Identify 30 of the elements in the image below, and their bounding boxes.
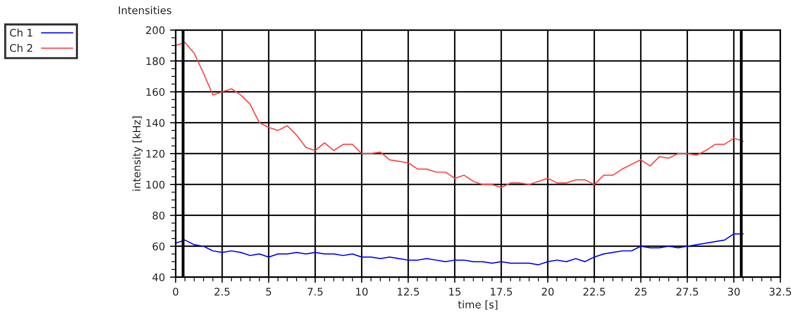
y-tick-label: 120 [146, 150, 165, 158]
x-tick-label: 5 [266, 288, 272, 296]
y-axis-title: intensity [kHz] [132, 116, 143, 191]
y-tick-label: 160 [146, 88, 165, 96]
y-tick-label: 100 [146, 180, 165, 189]
x-tick-label: 2.5 [214, 288, 230, 296]
y-tick-label: 200 [146, 26, 165, 34]
y-tick-label: 80 [152, 212, 165, 220]
x-tick-label: 0 [173, 288, 178, 296]
y-tick-label: 60 [152, 242, 165, 250]
y-tick-label: 180 [146, 57, 165, 66]
x-tick-label: 10 [356, 288, 368, 296]
x-tick-label: 25 [634, 288, 647, 296]
legend-label: Ch 1 [10, 28, 32, 37]
x-tick-label: 22.5 [583, 288, 605, 296]
x-tick-label: 7.5 [308, 288, 323, 296]
line-series [176, 42, 744, 188]
x-tick-label: 30 [728, 288, 740, 296]
x-tick-label: 12.5 [398, 288, 419, 296]
x-axis-title: time [s] [458, 300, 498, 310]
x-tick-label: 32.5 [770, 288, 792, 296]
y-tick-label: 40 [152, 273, 165, 282]
y-tick-label: 140 [146, 118, 165, 127]
legend-label: Ch 2 [10, 44, 32, 52]
chart-title: Intensities [118, 6, 172, 14]
x-tick-label: 17.5 [490, 288, 512, 296]
line-series [176, 233, 744, 266]
x-tick-label: 15 [449, 288, 460, 296]
x-tick-label: 27.5 [676, 288, 698, 296]
x-tick-label: 20 [542, 288, 554, 296]
